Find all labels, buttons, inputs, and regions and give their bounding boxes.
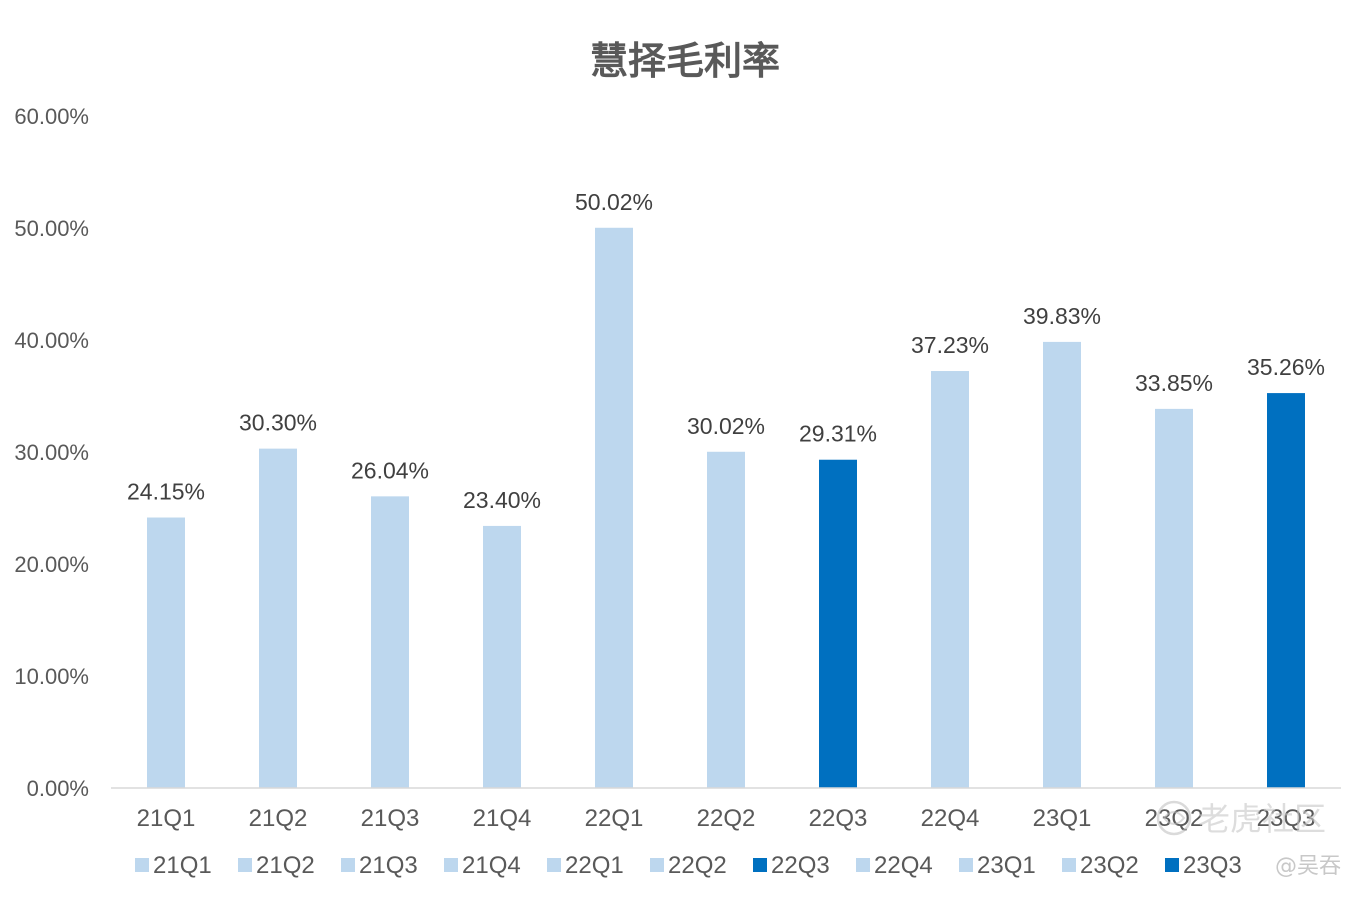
legend-swatch [650, 858, 664, 872]
watermark-brand: 老虎社区 [1198, 800, 1326, 838]
legend-label: 21Q2 [256, 852, 315, 879]
y-tick-label: 10.00% [14, 664, 89, 689]
legend-swatch [959, 858, 973, 872]
x-tick-label: 23Q1 [1033, 805, 1092, 832]
legend-swatch [547, 858, 561, 872]
x-tick-label: 21Q1 [137, 805, 196, 832]
legend-label: 22Q1 [565, 852, 624, 879]
bar-series: 24.15% 30.30% 26.04% 23.40% 50.02% 30.02% 29.3… [127, 189, 1325, 788]
legend-label: 23Q2 [1080, 852, 1139, 879]
legend-swatch [753, 858, 767, 872]
y-tick-label: 60.00% [14, 104, 89, 129]
data-label: 39.83% [1023, 303, 1101, 329]
data-label: 30.02% [687, 413, 765, 439]
data-label: 26.04% [351, 457, 429, 483]
x-tick-label: 22Q3 [809, 805, 868, 832]
legend-swatch [444, 858, 458, 872]
legend-swatch [341, 858, 355, 872]
data-label: 50.02% [575, 189, 653, 215]
x-tick-label: 22Q2 [697, 805, 756, 832]
legend-label: 22Q2 [668, 852, 727, 879]
legend-label: 23Q3 [1183, 852, 1242, 879]
bar [147, 517, 185, 788]
x-axis: 21Q1 21Q2 21Q3 21Q4 22Q1 22Q2 22Q3 22Q4 23Q1 23Q2… [137, 805, 1316, 832]
legend-swatch [135, 858, 149, 872]
x-tick-label: 21Q4 [473, 805, 532, 832]
legend-swatch [238, 858, 252, 872]
bar [1155, 408, 1193, 788]
x-tick-label: 22Q1 [585, 805, 644, 832]
bar [1043, 341, 1081, 788]
bar [483, 525, 521, 788]
y-tick-label: 40.00% [14, 328, 89, 353]
x-tick-label: 23Q3 [1257, 805, 1316, 832]
x-tick-label: 23Q2 [1145, 805, 1204, 832]
bar [707, 451, 745, 788]
legend-swatch [856, 858, 870, 872]
x-tick-label: 22Q4 [921, 805, 980, 832]
bar [1267, 393, 1305, 788]
legend-swatch [1165, 858, 1179, 872]
tiger-logo-icon [1156, 800, 1192, 836]
data-label: 35.26% [1247, 354, 1325, 380]
data-label: 30.30% [239, 410, 317, 436]
legend-label: 21Q3 [359, 852, 418, 879]
x-tick-label: 21Q2 [249, 805, 308, 832]
y-tick-label: 20.00% [14, 552, 89, 577]
bar [371, 496, 409, 788]
bar [595, 227, 633, 788]
y-tick-label: 0.00% [27, 776, 89, 801]
bar [819, 459, 857, 788]
y-axis: 0.00% 10.00% 20.00% 30.00% 40.00% 50.00% 60.00… [14, 104, 89, 801]
x-tick-label: 21Q3 [361, 805, 420, 832]
legend-label: 22Q3 [771, 852, 830, 879]
data-label: 24.15% [127, 479, 205, 505]
y-tick-label: 50.00% [14, 216, 89, 241]
y-tick-label: 30.00% [14, 440, 89, 465]
legend: 21Q1 21Q2 21Q3 21Q4 22Q1 22Q2 22Q3 22Q4 23Q1 23Q2… [135, 852, 1242, 879]
legend-label: 21Q4 [462, 852, 521, 879]
chart-title: 慧择毛利率 [590, 39, 780, 83]
data-label: 29.31% [799, 421, 877, 447]
data-label: 37.23% [911, 332, 989, 358]
legend-swatch [1062, 858, 1076, 872]
bar [931, 371, 969, 788]
data-label: 33.85% [1135, 370, 1213, 396]
bar [259, 448, 297, 788]
watermark-author: @吴吞 [1275, 854, 1341, 879]
watermark: 老虎社区 @吴吞 [1156, 800, 1341, 879]
data-label: 23.40% [463, 487, 541, 513]
legend-label: 23Q1 [977, 852, 1036, 879]
legend-label: 21Q1 [153, 852, 212, 879]
legend-label: 22Q4 [874, 852, 933, 879]
